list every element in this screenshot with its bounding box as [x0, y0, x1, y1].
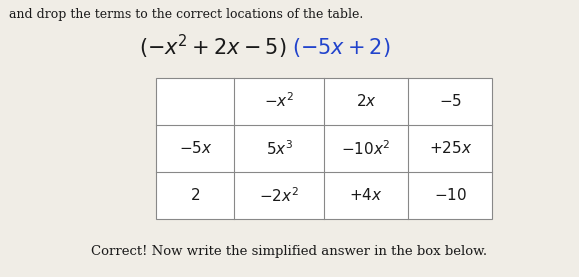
Text: and drop the terms to the correct locations of the table.: and drop the terms to the correct locati…: [9, 8, 363, 21]
Text: $5x^3$: $5x^3$: [266, 139, 293, 158]
Text: $2$: $2$: [190, 187, 200, 203]
Text: $(-x^2+2x-5)$: $(-x^2+2x-5)$: [139, 33, 287, 61]
Bar: [156, 78, 492, 219]
Text: $-5x$: $-5x$: [178, 140, 212, 156]
Text: $-10$: $-10$: [434, 187, 467, 203]
Text: $+25x$: $+25x$: [428, 140, 472, 156]
Text: $-x^2$: $-x^2$: [264, 92, 295, 111]
Text: Correct! Now write the simplified answer in the box below.: Correct! Now write the simplified answer…: [91, 245, 488, 258]
Text: $(-5x+2)$: $(-5x+2)$: [292, 35, 391, 59]
Text: $2x$: $2x$: [356, 93, 377, 109]
Text: $-10x^2$: $-10x^2$: [342, 139, 391, 158]
Text: $+4x$: $+4x$: [349, 187, 383, 203]
Text: $-5$: $-5$: [439, 93, 461, 109]
Text: $-2x^2$: $-2x^2$: [259, 186, 299, 205]
